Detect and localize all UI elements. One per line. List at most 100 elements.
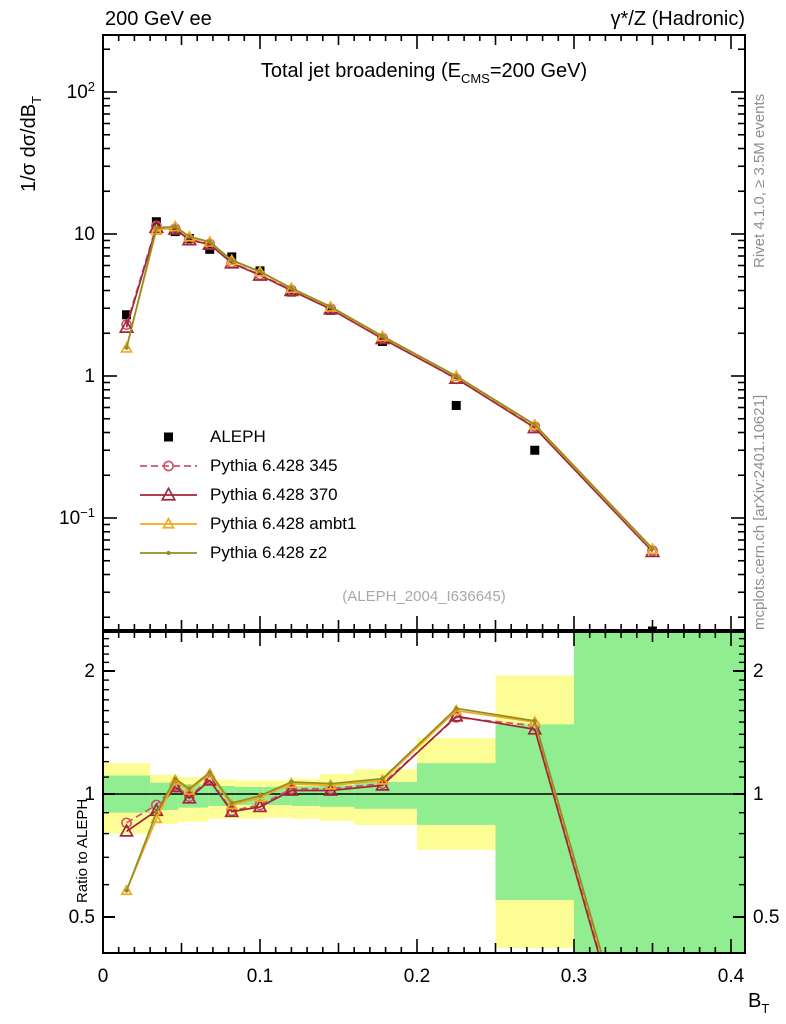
data-marker-dot — [124, 888, 129, 893]
data-marker-dot — [532, 718, 537, 723]
ratio-uncertainty-bands — [103, 632, 745, 953]
data-marker-triangle — [284, 782, 299, 796]
data-marker-triangle — [253, 265, 267, 277]
data-marker-triangle — [449, 369, 463, 382]
data-marker-dot — [187, 786, 192, 791]
data-marker-dot — [187, 234, 192, 239]
series-line — [125, 225, 654, 550]
data-marker-dot — [532, 422, 537, 427]
data-marker-dot — [207, 239, 212, 244]
data-marker-dot — [257, 269, 263, 274]
data-marker-triangle — [118, 319, 135, 333]
data-marker-triangle — [162, 517, 175, 529]
panel-frame — [102, 34, 746, 631]
x-tick-label: 0.4 — [718, 966, 745, 987]
main-panel-series — [118, 217, 661, 630]
legend-label-pythia-370: Pythia 6.428 370 — [210, 485, 338, 504]
data-marker-triangle — [119, 823, 134, 837]
data-marker-square — [122, 310, 132, 320]
series-line — [126, 715, 600, 953]
series-pythia-6-428-ambt1 — [120, 220, 659, 555]
data-marker-dot — [257, 793, 263, 798]
data-marker-triangle — [120, 341, 133, 353]
ratio-pythia-6-428-z2 — [124, 706, 603, 953]
x-tick-label: 0 — [98, 966, 109, 987]
data-marker-dot — [454, 706, 459, 711]
data-marker-dot — [328, 304, 333, 309]
data-marker-circle — [121, 817, 132, 829]
data-marker-dot — [229, 801, 234, 806]
data-marker-dot — [328, 781, 333, 786]
legend-label-pythia-345: Pythia 6.428 345 — [210, 456, 338, 475]
data-marker-triangle — [160, 486, 177, 501]
data-marker-triangle — [448, 708, 464, 722]
data-marker-triangle — [646, 542, 659, 555]
x-tick-label: 0.1 — [247, 966, 273, 987]
ratio-panel-series — [119, 703, 603, 953]
data-marker-triangle — [285, 281, 298, 294]
data-marker-triangle — [183, 783, 196, 795]
data-marker-dot — [166, 550, 171, 556]
data-marker-triangle — [376, 329, 389, 342]
legend-label-aleph: ALEPH — [210, 427, 266, 446]
series-line — [125, 224, 654, 552]
legend-label-pythia-z2: Pythia 6.428 z2 — [210, 543, 328, 562]
data-marker-dot — [154, 810, 159, 815]
data-marker-dot — [207, 770, 212, 775]
data-marker-triangle — [181, 790, 197, 804]
y-tick-label: 10−1 — [59, 505, 95, 529]
data-marker-triangle — [225, 798, 238, 810]
x-tick-label: 0.3 — [561, 966, 587, 987]
y-tick-label: 1 — [84, 366, 95, 387]
y-tick-label: 102 — [67, 79, 95, 103]
panel-frame — [102, 631, 746, 954]
data-marker-square — [451, 400, 461, 410]
data-marker-dot — [124, 345, 129, 350]
legend-markers — [140, 432, 197, 556]
axes — [102, 34, 746, 954]
data-marker-dot — [454, 373, 459, 379]
plot-title: Total jet broadening (ECMS=200 GeV) — [260, 60, 588, 86]
series-line — [125, 226, 654, 551]
beam-energy-label: 200 GeV ee — [105, 8, 212, 30]
data-marker-dot — [229, 257, 234, 263]
data-marker-dot — [380, 333, 385, 339]
ratio-tick-label-left: 0.5 — [69, 907, 95, 928]
series-pythia-6-428-345 — [121, 220, 658, 556]
title-subscript: CMS — [460, 71, 490, 86]
data-marker-dot — [380, 776, 385, 781]
data-marker-dot — [289, 285, 294, 291]
data-marker-triangle — [324, 300, 338, 312]
data-marker-triangle — [120, 883, 133, 896]
data-marker-triangle — [252, 798, 268, 813]
series-line — [125, 226, 654, 553]
analysis-id-note: (ALEPH_2004_I636645) — [342, 588, 506, 605]
data-marker-triangle — [324, 778, 337, 790]
ratio-tick-label-left: 2 — [84, 661, 95, 682]
legend-label-pythia-ambt1: Pythia 6.428 ambt1 — [210, 514, 357, 533]
data-marker-dot — [173, 776, 178, 781]
x-axis-title: BT — [748, 990, 770, 1016]
data-marker-triangle — [149, 223, 163, 236]
data-marker-circle — [163, 460, 174, 472]
band-green — [574, 632, 745, 953]
data-marker-triangle — [225, 253, 239, 266]
y-tick-label: 10 — [74, 224, 95, 245]
series-aleph — [122, 217, 657, 630]
data-marker-dot — [650, 546, 655, 551]
data-marker-dot — [289, 779, 294, 785]
data-marker-triangle — [528, 418, 542, 430]
x-tick-label: 0.2 — [404, 966, 430, 987]
data-marker-square — [377, 336, 387, 346]
series-pythia-6-428-370 — [118, 219, 661, 558]
series-pythia-6-428-z2 — [124, 224, 655, 551]
data-marker-dot — [173, 224, 178, 229]
band-green — [495, 724, 574, 901]
data-marker-square — [530, 445, 540, 455]
ratio-tick-label-right: 1 — [753, 784, 764, 805]
ratio-tick-label-right: 0.5 — [753, 907, 779, 928]
data-marker-triangle — [224, 803, 240, 818]
ratio-tick-label-right: 2 — [753, 661, 764, 682]
